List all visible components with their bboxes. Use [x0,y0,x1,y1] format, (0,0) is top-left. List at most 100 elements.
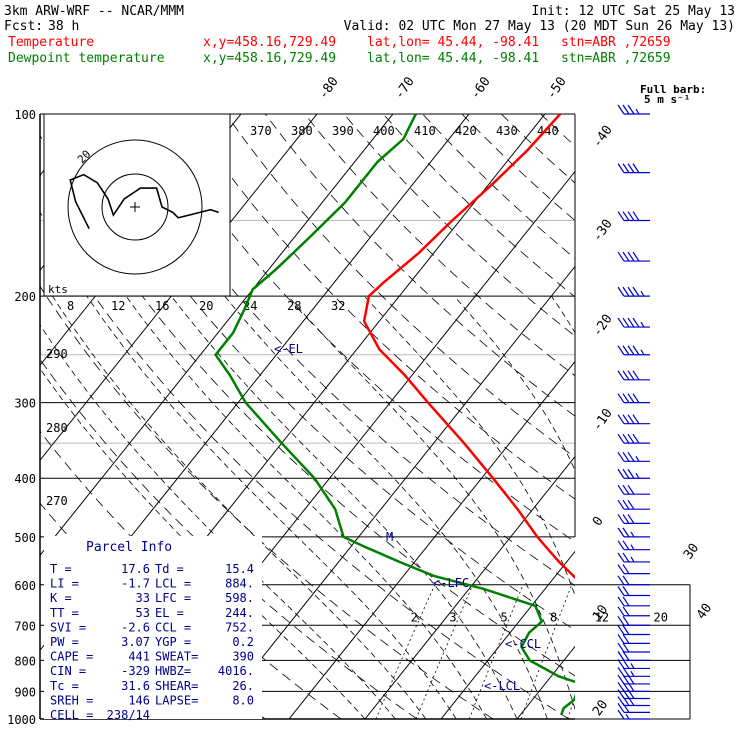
theta-low-label-270: 270 [46,494,68,508]
parcel-value: 17.6 [121,562,150,576]
fcst-label: Fcst: [4,19,43,34]
wind-barb [617,370,650,381]
thetae-label-8: 8 [67,299,74,313]
moist-adiabat [224,295,548,719]
parcel-label: LI = [50,577,79,591]
parcel-value: -1.7 [121,577,150,591]
isotherm-label-40: 40 [694,601,715,622]
parcel-value: -329 [121,664,150,678]
pressure-tick-1000: 1000 [7,713,36,727]
temp-xy: x,y=458.16,729.49 [203,35,336,50]
hodograph-ring-outer [67,139,203,275]
mixing-ratio-line [375,584,436,719]
wind-barb [617,642,650,653]
pressure-tick-300: 300 [14,397,36,411]
isotherm-line [440,550,575,719]
isotherm-line [40,114,318,462]
moist-adiabat [287,295,575,711]
mixing-ratio-label-5: 5 [501,610,508,624]
wind-barb [617,586,650,597]
isotherm-line [593,114,740,719]
theta-low-label-290: 290 [46,347,68,361]
m-marker: M [386,530,393,544]
parcel-value: 4016. [218,664,254,678]
parcel-value: 598. [225,591,254,605]
parcel-value: 238/14 [107,708,150,722]
theta-label-430: 430 [496,124,518,138]
mixing-ratio-line [468,584,524,719]
parcel-label: HWBZ= [155,664,191,678]
wind-barb [617,414,650,425]
parcel-value: 33 [136,591,150,605]
wind-barb [617,104,650,115]
theta-label-410: 410 [414,124,436,138]
parcel-value: 441 [128,650,150,664]
dry-adiabat [186,114,575,500]
moist-adiabat [40,324,396,719]
thetae-label-16: 16 [155,299,169,313]
parcel-label: LCL = [155,577,191,591]
dry-adiabat [343,114,575,337]
wind-barb [617,163,650,174]
wind-barb [617,251,650,262]
dewpoint-series-line [214,114,575,716]
wind-barb [617,345,650,356]
moist-adiabat [86,295,457,719]
dry-adiabat [659,114,740,719]
isotherm-label-20: 20 [590,697,611,718]
wind-barb [617,666,650,677]
thetae-label-28: 28 [287,299,301,313]
barb-key: Full barb: [640,83,706,96]
dry-adiabat [40,285,494,719]
dry-adiabat [40,134,575,677]
theta-label-420: 420 [455,124,477,138]
mixing-ratio-line [520,584,573,719]
pressure-tick-100: 100 [14,108,36,122]
pressure-tick-700: 700 [14,619,36,633]
wind-barb [617,575,650,586]
parcel-value: 31.6 [121,679,150,693]
parcel-label: EL = [155,606,184,620]
mixing-ratio-label-12: 12 [595,610,609,624]
pressure-tick-900: 900 [14,685,36,699]
wind-barb [617,514,650,524]
mixing-ratio-label-2: 2 [411,610,418,624]
parcel-label: CCL = [155,620,191,634]
hodograph-ring-inner [101,173,169,241]
theta-low-label-280: 280 [46,421,68,435]
el-marker: <-EL [274,342,303,356]
parcel-value: 244. [225,606,254,620]
parcel-label: LAPSE= [155,693,198,707]
thetae-label-12: 12 [111,299,125,313]
dry-adiabat [382,114,575,298]
wind-barb [617,393,650,404]
model-title: 3km ARW-WRF -- NCAR/MMM [4,4,184,19]
moist-adiabat [364,295,575,597]
parcel-value: 53 [136,606,150,620]
mixing-ratio-label-8: 8 [550,610,557,624]
isotherm-label--40: -40 [590,123,616,151]
hodograph-units: kts [48,283,68,296]
wind-barb [617,651,650,661]
parcel-label: Tc = [50,679,79,693]
wind-barb [617,317,650,328]
hodograph: 20 kts [43,113,231,297]
wind-barb [617,596,650,607]
init-time: Init: 12 UTC Sat 25 May 13 [532,4,736,19]
isotherm-line [40,114,394,557]
wind-barb [617,564,650,575]
ccl-marker: <-CCL [505,637,541,651]
mixing-ratio-label-3: 3 [449,610,456,624]
parcel-label: CIN = [50,664,86,678]
wind-barb [617,634,650,645]
parcel-label: TT = [50,606,79,620]
barb-key-units: 5 m s⁻¹ [644,93,690,106]
parcel-label: K = [50,591,72,605]
wind-barb [617,625,650,636]
moist-adiabat [52,295,427,719]
isotherm-label-30: 30 [681,541,702,562]
isotherm-label--30: -30 [590,217,616,245]
dry-adiabat [107,114,575,587]
wind-barb [617,709,650,720]
